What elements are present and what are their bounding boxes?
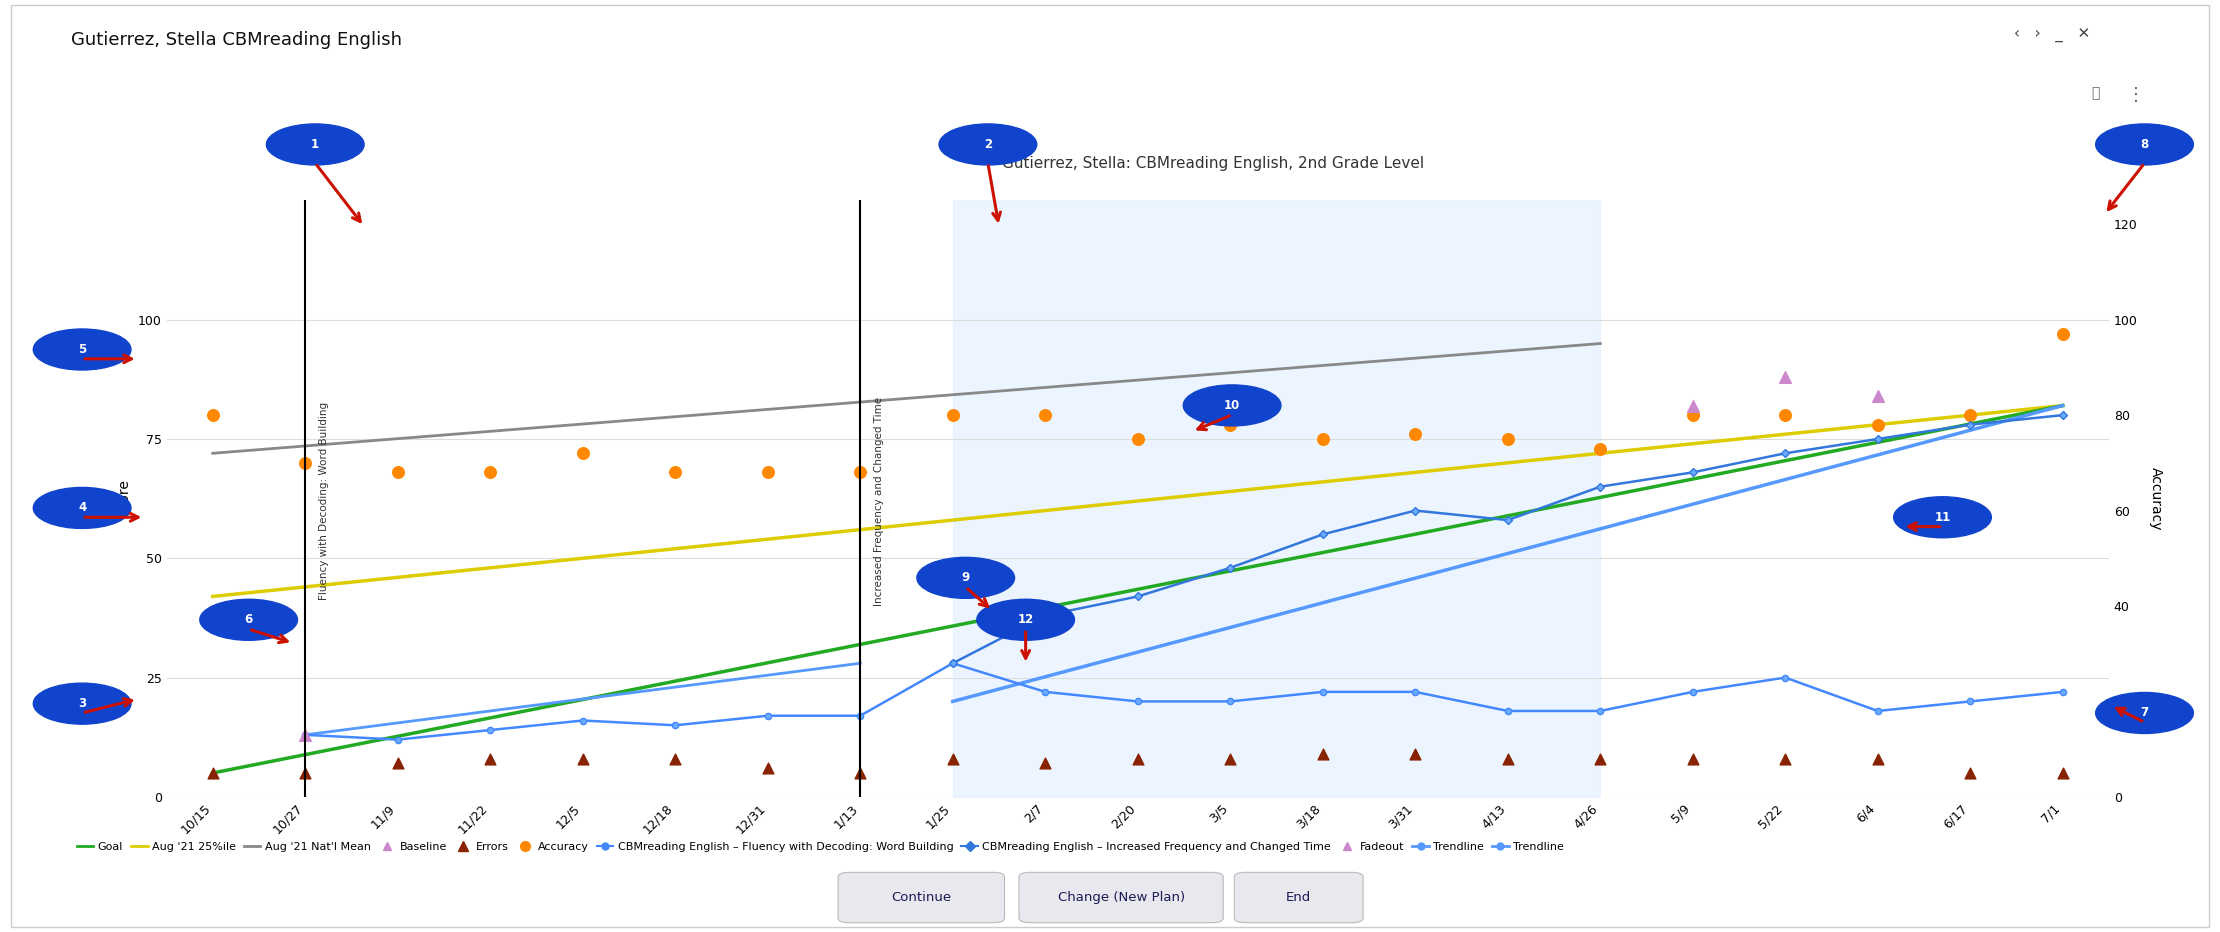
Point [657, 465, 693, 480]
Text: Gutierrez, Stella CBMreading English: Gutierrez, Stella CBMreading English [71, 31, 402, 48]
Text: 4: 4 [78, 501, 87, 514]
Text: Change (New Plan): Change (New Plan) [1057, 891, 1185, 904]
Point [1028, 756, 1063, 771]
Point [935, 407, 970, 422]
Point [473, 465, 508, 480]
Point [195, 407, 231, 422]
Y-axis label: Accuracy: Accuracy [2149, 467, 2162, 530]
Point [844, 465, 879, 480]
Text: End: End [1285, 891, 1312, 904]
Point [1119, 432, 1154, 446]
Text: 5: 5 [78, 343, 87, 356]
Point [564, 751, 599, 766]
Y-axis label: Score: Score [118, 479, 131, 518]
Point [564, 445, 599, 460]
Point [289, 765, 324, 780]
Point [1860, 389, 1896, 404]
Point [1490, 751, 1525, 766]
Text: 3: 3 [78, 697, 87, 710]
Text: Increased Frequency and Changed Time: Increased Frequency and Changed Time [875, 396, 884, 606]
Point [1399, 747, 1434, 761]
Point [1860, 751, 1896, 766]
Point [657, 751, 693, 766]
Point [935, 751, 970, 766]
Point [1212, 418, 1248, 432]
Point [1767, 751, 1803, 766]
Point [1305, 432, 1341, 446]
Point [380, 756, 415, 771]
Text: 📌: 📌 [2091, 86, 2100, 100]
Point [844, 765, 879, 780]
Point [1490, 432, 1525, 446]
Point [1119, 751, 1154, 766]
Text: 6: 6 [244, 613, 253, 626]
Point [750, 465, 786, 480]
Point [2045, 765, 2080, 780]
Point [1676, 407, 1712, 422]
Text: 8: 8 [2140, 138, 2149, 151]
Point [195, 765, 231, 780]
Text: 12: 12 [1017, 613, 1035, 626]
Text: Fluency with Decoding: Word Building: Fluency with Decoding: Word Building [320, 402, 329, 600]
Text: Gutierrez, Stella: CBMreading English, 2nd Grade Level: Gutierrez, Stella: CBMreading English, 2… [1001, 156, 1423, 171]
Point [1028, 407, 1063, 422]
Point [1860, 418, 1896, 432]
Text: 1: 1 [311, 138, 320, 151]
Text: 11: 11 [1934, 511, 1951, 524]
Point [1676, 398, 1712, 413]
Text: ‹   ›   _   ✕: ‹ › _ ✕ [2014, 28, 2089, 43]
Point [289, 727, 324, 742]
Point [1676, 751, 1712, 766]
Text: 7: 7 [2140, 706, 2149, 720]
Point [289, 456, 324, 471]
Text: Continue: Continue [890, 891, 952, 904]
Point [1212, 751, 1248, 766]
Text: 9: 9 [961, 571, 970, 584]
Point [1399, 427, 1434, 442]
Point [1583, 751, 1618, 766]
Point [1305, 747, 1341, 761]
Text: ⋮: ⋮ [2127, 86, 2145, 103]
Point [380, 465, 415, 480]
Point [1954, 765, 1989, 780]
Point [1767, 369, 1803, 384]
Point [2045, 326, 2080, 341]
Point [1767, 407, 1803, 422]
Legend: Goal, Aug '21 25%ile, Aug '21 Nat'l Mean, Baseline, Errors, Accuracy, CBMreading: Goal, Aug '21 25%ile, Aug '21 Nat'l Mean… [73, 838, 1567, 857]
Text: 10: 10 [1223, 399, 1241, 412]
Point [750, 761, 786, 775]
Text: 2: 2 [983, 138, 992, 151]
Point [1583, 441, 1618, 456]
Point [1954, 407, 1989, 422]
Point [473, 751, 508, 766]
